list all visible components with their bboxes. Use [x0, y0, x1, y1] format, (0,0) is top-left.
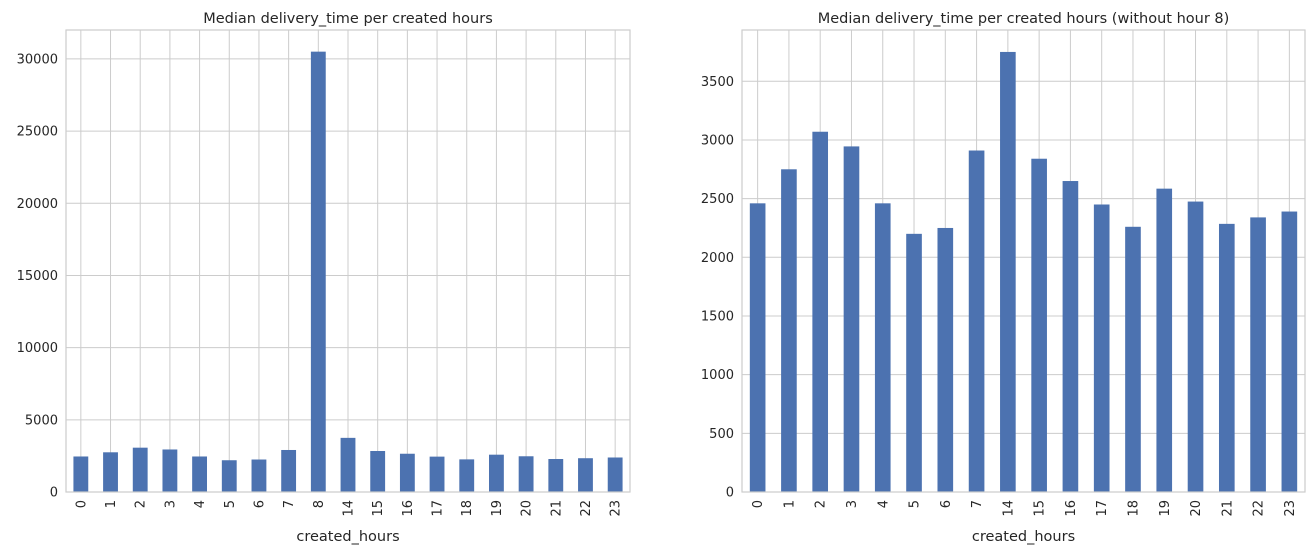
x-tick-label: 23 [609, 500, 624, 517]
x-tick-label: 5 [223, 500, 238, 508]
bar-hour-21 [548, 459, 564, 492]
y-tick-label: 2000 [701, 251, 734, 266]
x-tick-label: 18 [1126, 500, 1141, 517]
bar-hour-17 [1093, 204, 1110, 492]
bar-hour-20 [518, 456, 534, 492]
x-tick-label: 16 [401, 500, 416, 517]
bar-hour-14 [1000, 51, 1016, 492]
bar-hour-20 [1187, 201, 1204, 493]
y-tick-label: 3500 [701, 75, 734, 90]
bar-hour-18 [1125, 226, 1141, 493]
bar-hour-6 [251, 459, 267, 492]
x-tick-label: 20 [1189, 500, 1204, 517]
y-tick-label: 500 [709, 427, 734, 442]
x-tick-label: 4 [876, 500, 891, 508]
x-tick-label: 17 [431, 500, 446, 517]
x-tick-label: 15 [1033, 500, 1048, 517]
x-tick-label: 22 [579, 500, 594, 517]
x-tick-label: 5 [908, 500, 923, 508]
bar-hour-22 [1250, 217, 1266, 492]
y-tick-label: 5000 [25, 413, 58, 428]
x-tick-label: 19 [490, 500, 505, 517]
bar-hour-6 [937, 227, 954, 492]
y-tick-label: 3000 [701, 133, 734, 148]
bar-hour-15 [370, 450, 386, 492]
x-tick-label: 19 [1158, 500, 1173, 517]
y-tick-label: 30000 [17, 52, 58, 67]
bar-hour-5 [906, 233, 922, 493]
y-tick-label: 25000 [17, 125, 58, 140]
x-tick-label: 7 [282, 500, 297, 508]
bar-hour-15 [1031, 158, 1047, 492]
y-tick-label: 20000 [17, 197, 58, 212]
right-chart-xlabel: created_hours [972, 529, 1075, 545]
bar-hour-5 [221, 460, 237, 492]
bar-hour-23 [607, 457, 623, 492]
x-tick-label: 3 [845, 500, 860, 508]
x-tick-label: 20 [520, 500, 535, 517]
x-tick-label: 6 [252, 500, 267, 508]
right-chart-title: Median delivery_time per created hours (… [818, 11, 1230, 27]
bar-hour-8 [310, 51, 326, 492]
bar-hour-4 [874, 203, 891, 492]
x-tick-label: 4 [193, 500, 208, 508]
bar-hour-0 [73, 456, 89, 492]
bar-hour-7 [281, 449, 297, 492]
y-tick-label: 1500 [701, 309, 734, 324]
x-tick-label: 15 [371, 500, 386, 517]
x-tick-label: 1 [782, 500, 797, 508]
y-tick-label: 0 [726, 486, 734, 501]
left-chart-xlabel: created_hours [296, 529, 399, 545]
bar-hour-21 [1218, 223, 1235, 492]
x-tick-label: 1 [104, 500, 119, 508]
bar-hour-4 [192, 456, 207, 492]
x-tick-label: 0 [74, 500, 89, 508]
bar-hour-3 [162, 449, 178, 492]
bar-hour-1 [103, 452, 118, 492]
y-tick-label: 2500 [701, 192, 734, 207]
bar-hour-16 [399, 453, 415, 492]
x-tick-label: 14 [342, 500, 357, 517]
y-tick-label: 10000 [17, 341, 58, 356]
bar-hour-16 [1062, 181, 1079, 493]
bar-hour-14 [340, 437, 356, 492]
x-tick-label: 14 [1001, 500, 1016, 517]
bar-hour-3 [843, 146, 860, 492]
x-tick-label: 0 [751, 500, 766, 508]
bar-hour-0 [749, 203, 766, 492]
x-tick-label: 23 [1283, 500, 1298, 517]
plot-frame [741, 29, 1306, 493]
y-tick-label: 15000 [17, 269, 58, 284]
x-tick-label: 2 [814, 500, 829, 508]
x-tick-label: 21 [1220, 500, 1235, 517]
x-tick-label: 7 [970, 500, 985, 508]
left-chart-title: Median delivery_time per created hours [203, 11, 493, 27]
x-tick-label: 21 [549, 500, 564, 517]
x-tick-label: 16 [1064, 500, 1079, 517]
bar-hour-2 [132, 447, 148, 492]
plot-frame [65, 29, 631, 493]
bar-hour-1 [781, 169, 797, 492]
bar-hour-18 [459, 459, 475, 492]
bar-hour-7 [968, 150, 985, 492]
bar-hour-19 [489, 454, 504, 492]
x-tick-label: 3 [163, 500, 178, 508]
bar-hour-19 [1156, 188, 1173, 492]
y-tick-label: 0 [50, 486, 58, 501]
y-tick-label: 1000 [701, 368, 734, 383]
bar-hour-17 [429, 456, 445, 492]
x-tick-label: 6 [939, 500, 954, 508]
x-tick-label: 22 [1252, 500, 1267, 517]
x-tick-label: 18 [460, 500, 475, 517]
bar-hour-22 [578, 458, 593, 492]
x-tick-label: 17 [1095, 500, 1110, 517]
bar-hour-23 [1281, 211, 1298, 492]
x-tick-label: 8 [312, 500, 327, 508]
x-tick-label: 2 [134, 500, 149, 508]
bar-hour-2 [812, 131, 829, 493]
